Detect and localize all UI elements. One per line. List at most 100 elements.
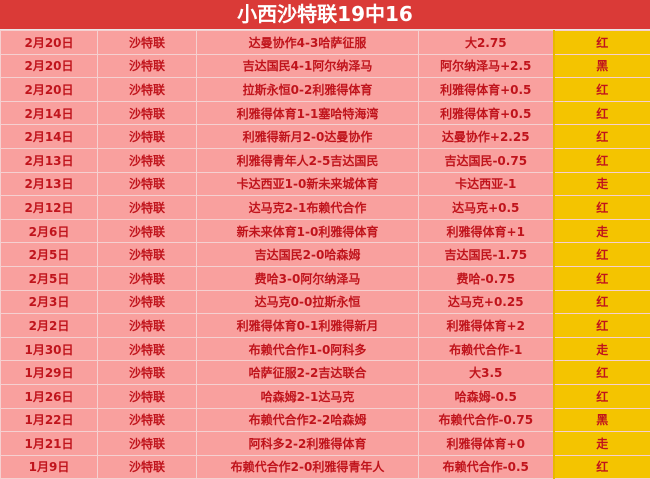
pick-cell: 利雅得体育+0.5 <box>419 78 554 102</box>
date-cell: 2月20日 <box>1 54 98 78</box>
date-cell: 1月29日 <box>1 361 98 385</box>
league-cell: 沙特联 <box>98 432 197 456</box>
match-cell: 达马克2-1布赖代合作 <box>197 196 419 220</box>
result-cell: 红 <box>554 243 650 267</box>
league-cell: 沙特联 <box>98 148 197 172</box>
result-cell: 红 <box>554 148 650 172</box>
pick-cell: 阿尔纳泽马+2.5 <box>419 54 554 78</box>
result-cell: 走 <box>554 219 650 243</box>
pick-cell: 吉达国民-1.75 <box>419 243 554 267</box>
date-cell: 1月9日 <box>1 455 98 479</box>
pick-cell: 卡达西亚-1 <box>419 172 554 196</box>
pick-cell: 利雅得体育+2 <box>419 314 554 338</box>
league-cell: 沙特联 <box>98 243 197 267</box>
date-cell: 2月20日 <box>1 78 98 102</box>
result-cell: 黑 <box>554 54 650 78</box>
league-cell: 沙特联 <box>98 361 197 385</box>
league-cell: 沙特联 <box>98 78 197 102</box>
match-cell: 吉达国民4-1阿尔纳泽马 <box>197 54 419 78</box>
league-cell: 沙特联 <box>98 219 197 243</box>
result-cell: 红 <box>554 101 650 125</box>
pick-cell: 费哈-0.75 <box>419 266 554 290</box>
league-cell: 沙特联 <box>98 314 197 338</box>
date-cell: 1月21日 <box>1 432 98 456</box>
result-cell: 红 <box>554 290 650 314</box>
date-cell: 1月26日 <box>1 384 98 408</box>
league-cell: 沙特联 <box>98 196 197 220</box>
page-title: 小西沙特联19中16 <box>0 0 650 30</box>
league-cell: 沙特联 <box>98 384 197 408</box>
result-cell: 红 <box>554 266 650 290</box>
pick-cell: 利雅得体育+0 <box>419 432 554 456</box>
pick-cell: 达马克+0.25 <box>419 290 554 314</box>
match-cell: 利雅得青年人2-5吉达国民 <box>197 148 419 172</box>
league-cell: 沙特联 <box>98 172 197 196</box>
result-cell: 红 <box>554 314 650 338</box>
match-cell: 吉达国民2-0哈森姆 <box>197 243 419 267</box>
date-cell: 1月22日 <box>1 408 98 432</box>
league-cell: 沙特联 <box>98 337 197 361</box>
league-cell: 沙特联 <box>98 290 197 314</box>
date-cell: 2月20日 <box>1 31 98 55</box>
result-cell: 黑 <box>554 408 650 432</box>
pick-cell: 达曼协作+2.25 <box>419 125 554 149</box>
match-cell: 达曼协作4-3哈萨征服 <box>197 31 419 55</box>
match-cell: 卡达西亚1-0新未来城体育 <box>197 172 419 196</box>
match-cell: 布赖代合作2-2哈森姆 <box>197 408 419 432</box>
match-cell: 哈森姆2-1达马克 <box>197 384 419 408</box>
result-cell: 走 <box>554 172 650 196</box>
match-cell: 布赖代合作1-0阿科多 <box>197 337 419 361</box>
pick-cell: 布赖代合作-1 <box>419 337 554 361</box>
result-cell: 红 <box>554 31 650 55</box>
match-cell: 利雅得新月2-0达曼协作 <box>197 125 419 149</box>
match-cell: 利雅得体育0-1利雅得新月 <box>197 314 419 338</box>
match-cell: 利雅得体育1-1塞哈特海湾 <box>197 101 419 125</box>
match-cell: 费哈3-0阿尔纳泽马 <box>197 266 419 290</box>
result-cell: 红 <box>554 196 650 220</box>
date-cell: 2月3日 <box>1 290 98 314</box>
match-cell: 哈萨征服2-2吉达联合 <box>197 361 419 385</box>
league-cell: 沙特联 <box>98 408 197 432</box>
date-cell: 2月6日 <box>1 219 98 243</box>
date-cell: 2月14日 <box>1 101 98 125</box>
match-cell: 达马克0-0拉斯永恒 <box>197 290 419 314</box>
result-cell: 走 <box>554 337 650 361</box>
league-cell: 沙特联 <box>98 101 197 125</box>
pick-cell: 吉达国民-0.75 <box>419 148 554 172</box>
result-cell: 红 <box>554 361 650 385</box>
pick-cell: 布赖代合作-0.75 <box>419 408 554 432</box>
date-cell: 2月5日 <box>1 266 98 290</box>
league-cell: 沙特联 <box>98 455 197 479</box>
match-cell: 阿科多2-2利雅得体育 <box>197 432 419 456</box>
league-cell: 沙特联 <box>98 54 197 78</box>
date-cell: 2月2日 <box>1 314 98 338</box>
date-cell: 2月13日 <box>1 172 98 196</box>
result-cell: 走 <box>554 432 650 456</box>
date-cell: 2月14日 <box>1 125 98 149</box>
match-cell: 拉斯永恒0-2利雅得体育 <box>197 78 419 102</box>
result-cell: 红 <box>554 78 650 102</box>
date-cell: 1月30日 <box>1 337 98 361</box>
date-cell: 2月12日 <box>1 196 98 220</box>
result-cell: 红 <box>554 455 650 479</box>
